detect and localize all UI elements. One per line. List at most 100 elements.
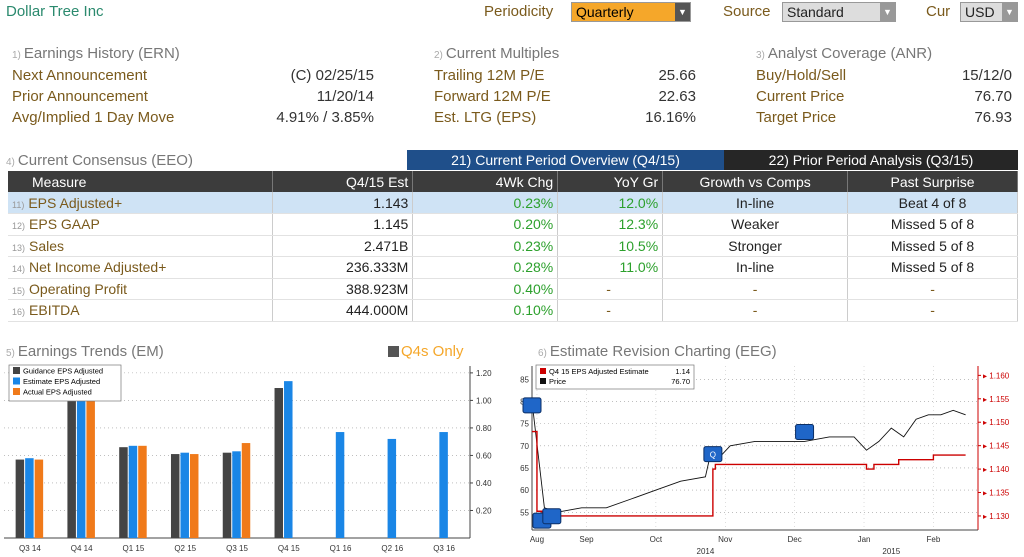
right-tick-label: ▸ 1.135 <box>983 489 1010 498</box>
legend-box <box>8 364 122 402</box>
section-title-text: Current Consensus (EEO) <box>17 152 193 169</box>
buy-hold-sell-value: 15/12/0 <box>961 67 1012 84</box>
legend-swatch <box>13 377 20 385</box>
cur-label: Cur <box>926 3 951 20</box>
yoy-cell: 12.0% <box>557 192 664 214</box>
section-title-text: Earnings Trends (EM) <box>17 343 164 360</box>
table-row[interactable]: 11) EPS Adjusted+ 1.143 0.23% 12.0% In-li… <box>8 192 1018 214</box>
prior-announcement-value: 11/20/14 <box>316 88 374 105</box>
bar <box>439 432 448 538</box>
currency-select[interactable]: USD ▼ <box>960 2 1018 22</box>
table-header-row: Measure Q4/15 Est 4Wk Chg YoY Gr Growth … <box>8 171 1018 192</box>
event-marker-box <box>703 446 723 463</box>
bar <box>25 458 34 538</box>
event-marker-box <box>795 423 815 440</box>
y-tick-label: 1.00 <box>476 396 492 405</box>
x-tick-label: Aug <box>530 535 544 544</box>
surprise-cell: Missed 5 of 8 <box>847 256 1018 279</box>
next-announcement-label: Next Announcement <box>12 67 148 84</box>
earnings-history-title[interactable]: 1) Earnings History (ERN) <box>12 45 180 62</box>
forward-pe-label: Forward 12M P/E <box>434 88 551 105</box>
comps-cell: - <box>662 299 849 322</box>
bar <box>67 396 76 538</box>
col-est[interactable]: Q4/15 Est <box>272 171 414 192</box>
q4s-only-toggle[interactable]: Q4s Only <box>388 343 464 360</box>
legend-label: Q4 15 EPS Adjusted Estimate <box>549 367 649 376</box>
row-index: 14) <box>12 264 26 275</box>
target-price-value: 76.93 <box>974 109 1012 126</box>
current-price-label: Current Price <box>756 88 845 105</box>
tab-prior-period-analysis[interactable]: 22) Prior Period Analysis (Q3/15) <box>724 150 1018 170</box>
earnings-trends-title[interactable]: 5) Earnings Trends (EM) <box>6 343 164 360</box>
tab-current-period-overview[interactable]: 21) Current Period Overview (Q4/15) <box>407 150 724 170</box>
table-row[interactable]: 15) Operating Profit 388.923M 0.40% - - - <box>8 278 1018 300</box>
x-tick-label: Q1 16 <box>330 544 352 553</box>
legend-box <box>535 364 695 390</box>
current-consensus-title[interactable]: 4) Current Consensus (EEO) <box>6 152 193 169</box>
surprise-cell: Missed 5 of 8 <box>847 213 1018 236</box>
x-year-label: 2014 <box>697 547 715 556</box>
avg-move-value: 4.91% / 3.85% <box>276 109 374 126</box>
x-tick-label: Nov <box>718 535 732 544</box>
periodicity-value: Quarterly <box>576 4 634 20</box>
section-title-text: Current Multiples <box>445 45 560 62</box>
measure-cell: 12) EPS GAAP <box>8 213 274 236</box>
legend-value: 76.70 <box>671 377 690 386</box>
bar <box>222 452 232 538</box>
section-number: 5) <box>6 348 15 359</box>
event-marker <box>542 508 562 525</box>
measure-cell: 11) EPS Adjusted+ <box>8 192 274 214</box>
bar <box>119 447 128 538</box>
legend-label: Guidance EPS Adjusted <box>23 367 103 376</box>
table-row[interactable]: 12) EPS GAAP 1.145 0.20% 12.3% Weaker Mis… <box>8 213 1018 236</box>
legend-label: Price <box>549 377 566 386</box>
chevron-down-icon: ▼ <box>880 3 895 21</box>
chg-cell: 0.10% <box>412 299 559 322</box>
y-tick-label: 1.20 <box>476 369 492 378</box>
estimate-revision-title[interactable]: 6) Estimate Revision Charting (EEG) <box>538 343 777 360</box>
estimate-line <box>532 430 966 517</box>
source-select[interactable]: Standard ▼ <box>782 2 896 22</box>
table-row[interactable]: 13) Sales 2.471B 0.23% 10.5% Stronger Mis… <box>8 235 1018 257</box>
col-measure[interactable]: Measure <box>8 171 274 192</box>
col-growth-vs-comps[interactable]: Growth vs Comps <box>662 171 849 192</box>
row-index: 16) <box>12 307 26 318</box>
source-value: Standard <box>787 4 844 20</box>
legend-swatch <box>13 388 20 395</box>
legend-swatch <box>13 367 20 374</box>
table-row[interactable]: 14) Net Income Adjusted+ 236.333M 0.28% 1… <box>8 256 1018 279</box>
est-cell: 388.923M <box>272 278 414 300</box>
analyst-coverage-title[interactable]: 3) Analyst Coverage (ANR) <box>756 45 932 62</box>
company-title: Dollar Tree Inc <box>6 3 104 20</box>
x-year-label: 2015 <box>882 547 900 556</box>
col-4wk-chg[interactable]: 4Wk Chg <box>412 171 559 192</box>
y-tick-label: 0.80 <box>476 424 492 433</box>
section-number: 2) <box>434 50 443 61</box>
measure-cell: 14) Net Income Adjusted+ <box>8 256 274 279</box>
prior-announcement-label: Prior Announcement <box>12 88 148 105</box>
comps-cell: In-line <box>662 256 849 279</box>
left-tick-label: 60 <box>520 486 529 495</box>
est-cell: 1.143 <box>272 192 414 214</box>
yoy-cell: - <box>557 299 664 322</box>
x-tick-label: Oct <box>650 535 663 544</box>
bar <box>76 394 86 538</box>
comps-cell: Weaker <box>662 213 849 236</box>
col-yoy-gr[interactable]: YoY Gr <box>557 171 664 192</box>
section-title-text: Earnings History (ERN) <box>23 45 180 62</box>
x-tick-label: Q2 16 <box>381 544 403 553</box>
legend: Q4 15 EPS Adjusted Estimate 1.14 Price 76.7… <box>535 364 695 390</box>
table-row[interactable]: 16) EBITDA 444.000M 0.10% - - - <box>8 299 1018 322</box>
est-cell: 2.471B <box>272 235 414 257</box>
right-tick-label: ▸ 1.150 <box>983 418 1010 427</box>
bar <box>387 438 397 538</box>
bar <box>241 443 251 538</box>
x-tick-label: Q1 15 <box>123 544 145 553</box>
periodicity-select[interactable]: Quarterly ▼ <box>571 2 691 22</box>
right-tick-label: ▸ 1.140 <box>983 465 1010 474</box>
col-past-surprise[interactable]: Past Surprise <box>847 171 1018 192</box>
measure-cell: 13) Sales <box>8 235 274 257</box>
surprise-cell: Missed 5 of 8 <box>847 235 1018 257</box>
measure-name: EBITDA <box>29 302 80 319</box>
